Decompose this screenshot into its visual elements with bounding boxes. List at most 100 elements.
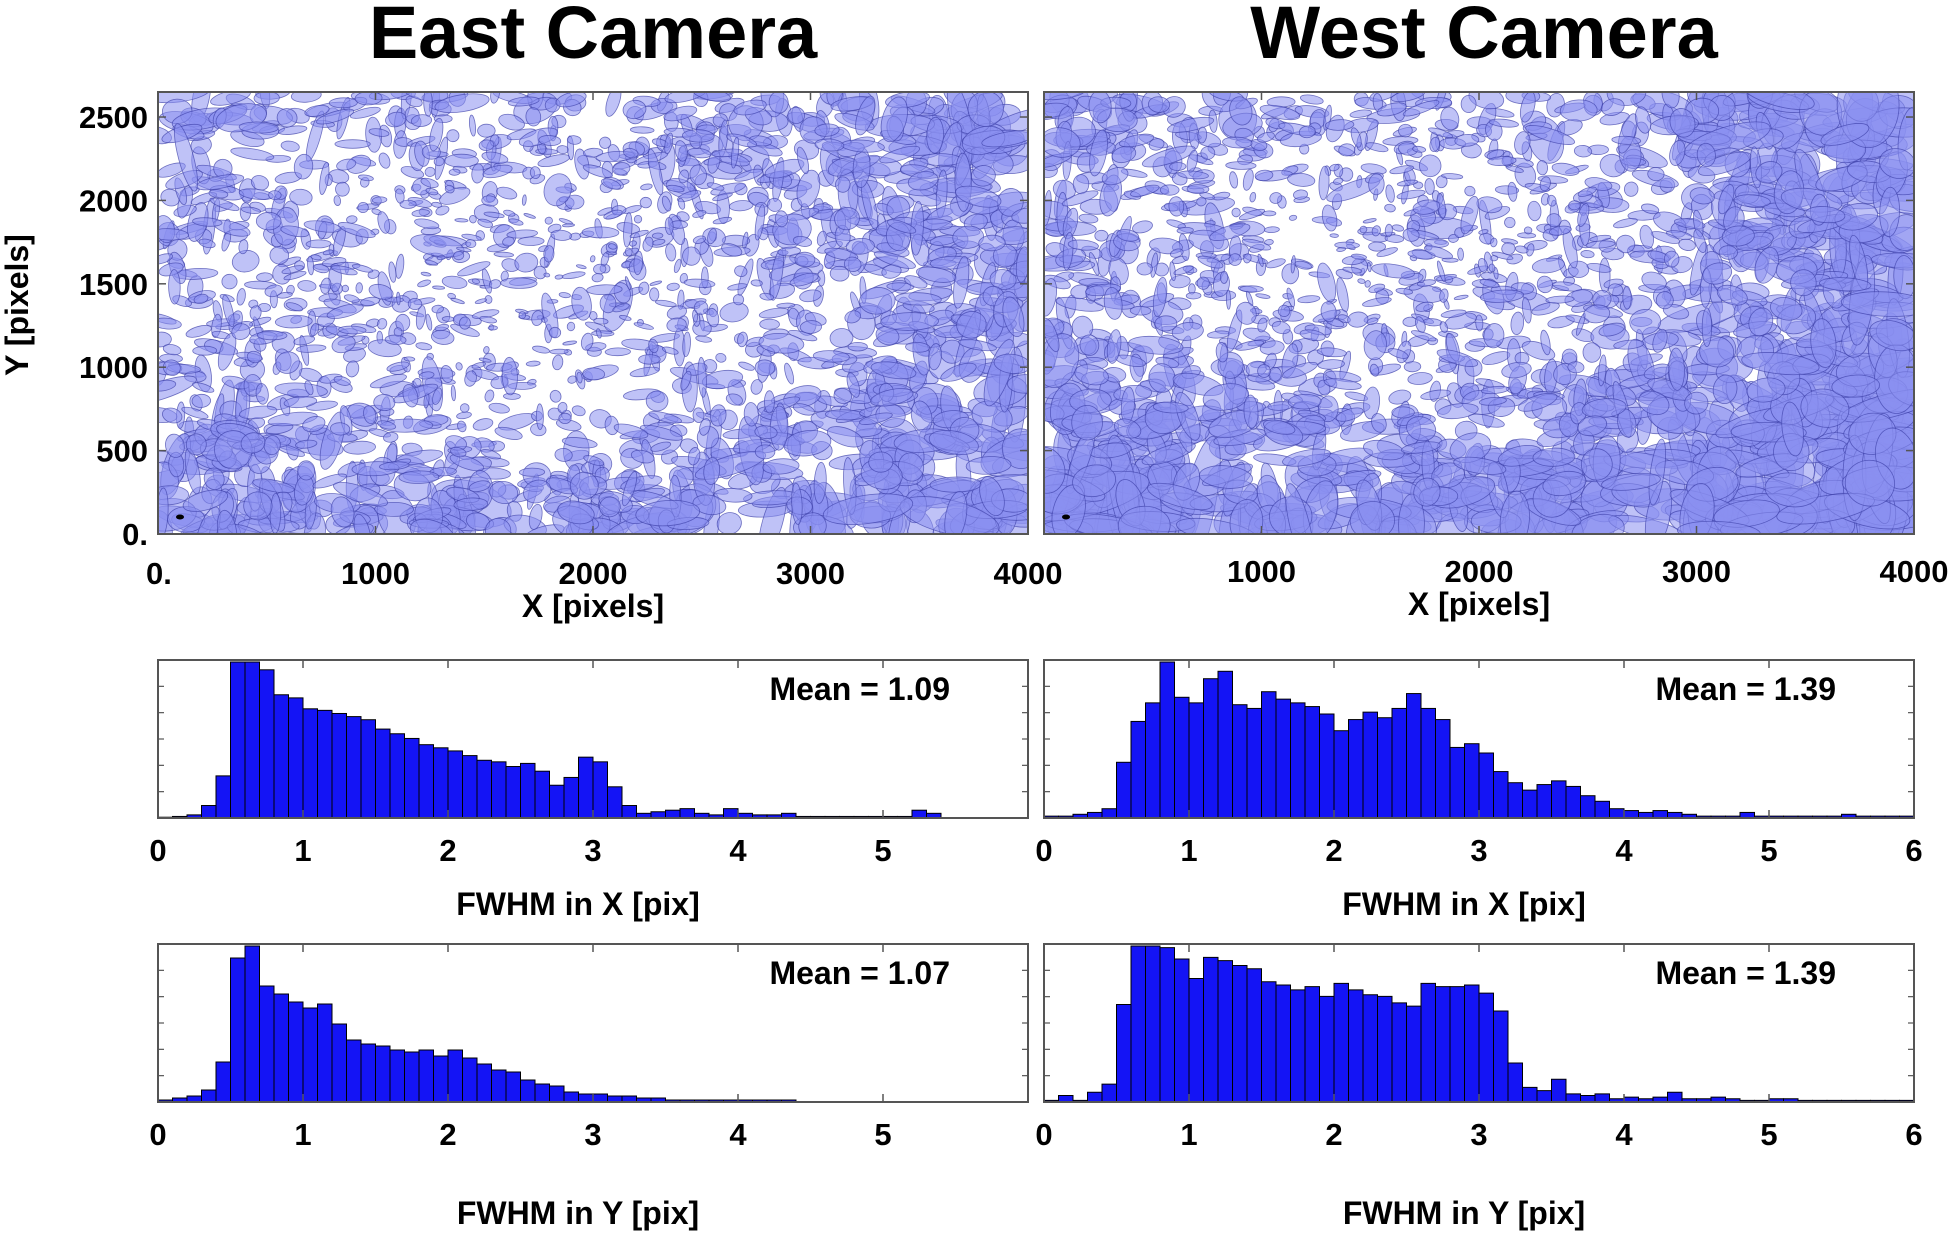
psf-ellipse [1684,391,1709,415]
psf-ellipse [1487,156,1517,166]
psf-ellipse [967,92,1004,127]
psf-ellipse [1398,123,1413,138]
psf-ellipse [1559,99,1598,122]
psf-ellipse [1219,270,1229,284]
x-tick-label: 3 [584,1117,601,1152]
histogram-bar [230,661,246,818]
psf-ellipse [518,127,559,147]
psf-ellipse [1622,285,1632,310]
histogram-bar [215,775,231,818]
psf-ellipse [794,251,816,268]
x-tick-label: 2000 [1445,554,1514,589]
histogram-bar [1174,958,1190,1102]
psf-ellipse [663,105,698,122]
histogram-bar [1232,704,1248,818]
psf-ellipse [441,316,455,322]
psf-ellipse [845,237,875,255]
psf-ellipse [1755,161,1783,184]
psf-ellipse [557,500,595,525]
psf-ellipse [608,243,617,250]
histogram-bar [302,708,318,818]
psf-ellipse [1549,225,1572,236]
psf-ellipse [764,390,775,414]
psf-ellipse [1542,470,1587,497]
psf-ellipse [528,503,543,530]
psf-ellipse [859,287,896,315]
histogram-bar [1333,982,1349,1102]
psf-ellipse [1573,144,1593,158]
psf-ellipse [1293,189,1308,200]
psf-ellipse [759,318,780,330]
psf-ellipse [269,246,290,265]
psf-ellipse [1663,250,1680,268]
psf-ellipse [1577,415,1608,437]
psf-ellipse [1002,296,1025,338]
psf-ellipse [420,177,439,188]
histogram-bar [1174,696,1190,818]
psf-ellipse [1357,278,1366,284]
psf-ellipse [461,233,482,241]
psf-ellipse [373,393,396,412]
psf-ellipse [1652,328,1668,353]
psf-ellipse [638,354,661,365]
psf-ellipse [1781,401,1804,457]
psf-ellipse [395,253,405,279]
psf-ellipse [533,265,547,280]
psf-ellipse [1440,309,1467,318]
psf-ellipse [1669,140,1686,166]
psf-ellipse [252,478,295,494]
psf-ellipse [870,388,914,407]
psf-ellipse [1702,262,1733,285]
histogram-bar [447,1049,463,1102]
histogram-bar [1304,706,1320,818]
x-tick-label: 5 [1760,1117,1777,1152]
x-tick-label: 2 [439,833,456,868]
psf-ellipse [1259,104,1301,121]
psf-ellipse [1733,194,1771,208]
psf-ellipse [768,92,789,114]
psf-ellipse [1429,136,1441,152]
psf-ellipse [624,247,633,257]
psf-ellipse [625,276,631,291]
psf-ellipse [1371,225,1381,237]
histogram-bar [346,1039,362,1102]
psf-ellipse [1277,304,1291,318]
psf-ellipse [191,393,211,408]
histogram-bar [317,1003,333,1102]
psf-ellipse [1148,138,1165,151]
psf-ellipse [1334,241,1360,249]
psf-ellipse [1678,238,1696,251]
psf-ellipse [1398,493,1425,534]
psf-ellipse [431,304,444,314]
psf-ellipse [1481,351,1511,366]
histogram-bar [1536,1090,1552,1102]
psf-ellipse [1316,347,1347,358]
psf-ellipse [759,292,774,301]
histogram-bar [1929,1100,1944,1102]
west-fwhm-y-histogram: 0 1 2 3 4 5 6 Mean = 1.39 FWHM in Y [pix] [1035,943,1944,1231]
psf-ellipse [1805,206,1846,224]
histogram-bar [1348,719,1364,818]
psf-ellipse [1640,203,1660,215]
histogram-bar [1406,693,1422,818]
histogram-bar [1232,965,1248,1102]
psf-ellipse [703,457,721,485]
psf-ellipse [162,359,181,376]
psf-ellipse [1290,255,1296,274]
psf-ellipse [333,195,342,206]
psf-ellipse [1152,276,1168,318]
psf-ellipse [1196,276,1210,290]
psf-ellipse [355,282,363,294]
psf-ellipse [583,455,605,466]
psf-ellipse [566,135,582,145]
psf-ellipse [633,322,654,330]
psf-ellipse [1117,505,1171,534]
psf-ellipse [557,401,568,414]
psf-ellipse [1406,416,1437,442]
histogram-bar [1275,984,1291,1102]
psf-ellipse [1206,330,1231,339]
histogram-bar [1101,808,1117,818]
psf-ellipse [1215,342,1229,363]
psf-ellipse [1478,396,1507,406]
histogram-bar [1217,670,1233,818]
